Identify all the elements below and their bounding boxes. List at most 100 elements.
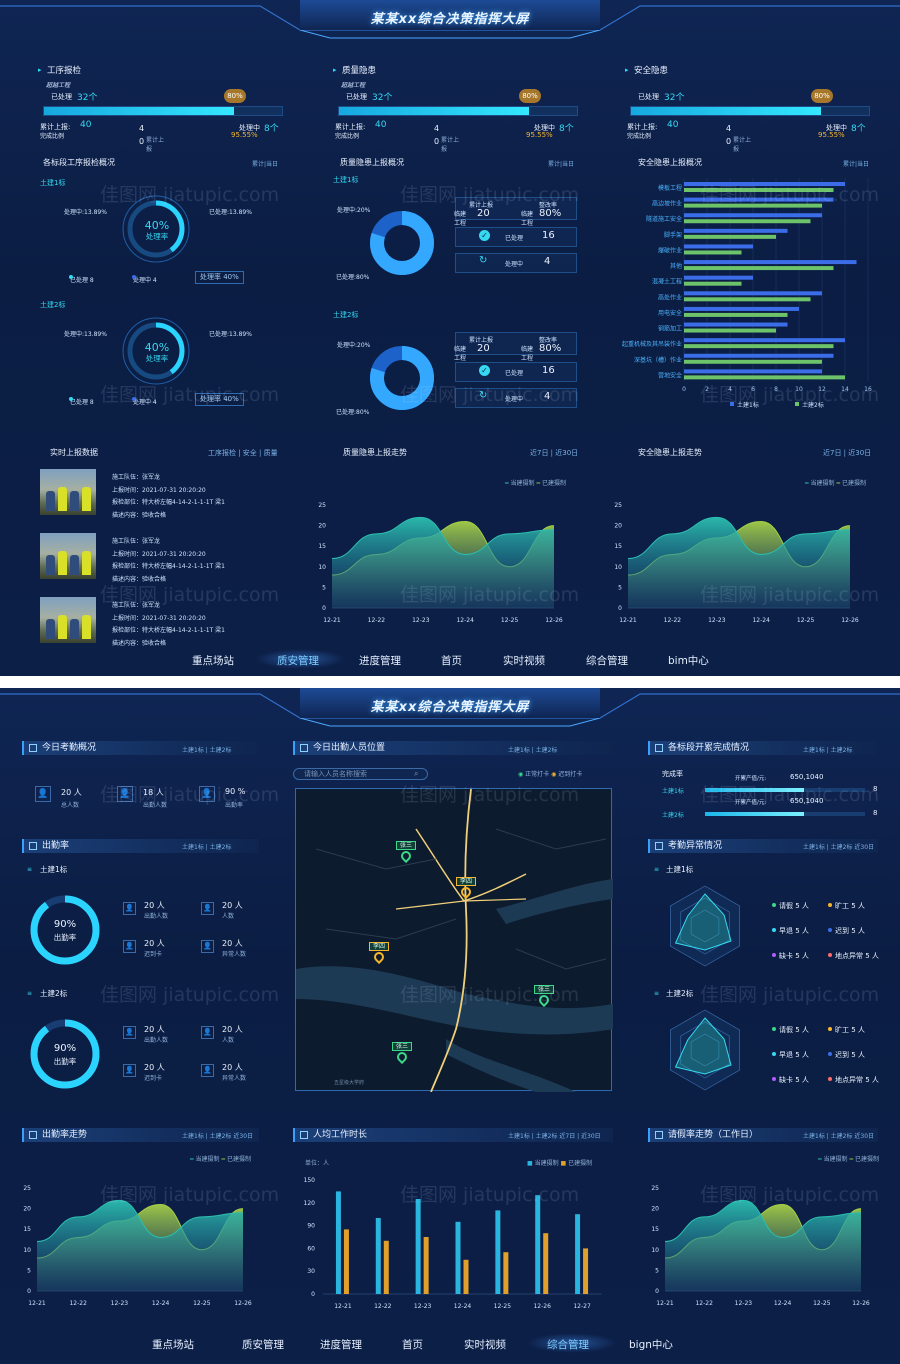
sub-label: 临建工程 bbox=[521, 346, 534, 362]
nav-item-4[interactable]: 实时视频 bbox=[503, 655, 545, 667]
line-series-1 bbox=[627, 516, 851, 560]
y-tick: 5 bbox=[655, 1267, 659, 1274]
ring-fill bbox=[370, 346, 434, 410]
sub-label: 临建工程 bbox=[454, 211, 467, 227]
category-label: 营地安全 bbox=[658, 371, 682, 379]
y-tick: 0 bbox=[618, 605, 622, 612]
progress-bar bbox=[338, 106, 578, 116]
nav-item-6[interactable]: bim中心 bbox=[668, 655, 709, 667]
nav-item-1[interactable]: 质安管理 bbox=[242, 1339, 284, 1351]
done-label: 已处理 bbox=[346, 93, 367, 101]
info-card bbox=[455, 388, 577, 408]
panel-tab[interactable]: 累计|当日 bbox=[252, 161, 279, 168]
rate-pill: 处理率 40% bbox=[195, 271, 244, 284]
info-card bbox=[455, 197, 577, 220]
radar-grid bbox=[690, 1033, 720, 1067]
y-tick: 25 bbox=[651, 1185, 659, 1192]
x-tick: 12-26 bbox=[852, 1300, 870, 1307]
legend-swatch bbox=[730, 402, 734, 406]
percent-pin: 80% bbox=[811, 89, 833, 103]
quality-ring bbox=[370, 211, 434, 275]
chart-legend: ━ 当建摄制 ━ 已建摄制 bbox=[805, 480, 867, 487]
search-icon[interactable]: ⌕ bbox=[414, 769, 419, 778]
nav-item-3[interactable]: 首页 bbox=[402, 1339, 423, 1351]
user-icon: 👤 bbox=[201, 940, 214, 953]
user-icon: 👤 bbox=[123, 1026, 136, 1039]
panel-tab[interactable]: 土建1标 | 土建2标 bbox=[803, 747, 853, 754]
panel-title: 安全隐患上报概况 bbox=[638, 158, 702, 167]
zero-num: 0 bbox=[726, 137, 732, 146]
cell-label: 异常人数 bbox=[222, 1075, 247, 1082]
pending-num: 4 bbox=[434, 124, 440, 133]
panel-tab[interactable]: 土建1标 | 土建2标 近30日 bbox=[803, 844, 875, 851]
panel-tab[interactable]: 工序报检 | 安全 | 质量 bbox=[208, 449, 278, 457]
report-desc: 描述内容：验收合格 bbox=[112, 639, 167, 647]
nav-item-6[interactable]: bign中心 bbox=[629, 1339, 673, 1351]
ring-percent: 40% bbox=[144, 341, 170, 354]
panel-tab[interactable]: 近7日 | 近30日 bbox=[823, 449, 872, 457]
map-marker-label[interactable]: 张三 bbox=[392, 1042, 412, 1051]
y-tick: 10 bbox=[23, 1247, 31, 1254]
header-frame bbox=[0, 688, 900, 727]
ring-fill bbox=[370, 211, 434, 275]
area-series-1 bbox=[628, 517, 850, 608]
panel-tab[interactable]: 土建1标 | 土建2标 bbox=[182, 844, 232, 851]
dot-icon bbox=[132, 275, 136, 279]
report-time: 上报时间：2021-07-31 20:20:20 bbox=[112, 486, 206, 494]
cell-value: 20 人 bbox=[144, 1025, 165, 1034]
chart-legend: ━ 当建摄制 ━ 已建摄制 bbox=[505, 480, 567, 487]
nav-item-1[interactable]: 质安管理 bbox=[277, 655, 319, 667]
panel-header: 人均工作时长 bbox=[293, 1128, 613, 1142]
block-name: 土建2标 bbox=[40, 989, 68, 998]
row-end: 8 bbox=[873, 785, 878, 793]
panel-tab[interactable]: 累计|当日 bbox=[548, 161, 575, 168]
row-value: 650,1040 bbox=[790, 773, 824, 781]
panel-tab[interactable]: 土建1标 | 土建2标 近7日 | 近30日 bbox=[508, 1133, 601, 1140]
progress-bar bbox=[630, 106, 870, 116]
nav-item-2[interactable]: 进度管理 bbox=[320, 1339, 362, 1351]
divider bbox=[0, 676, 900, 688]
report-team: 施工队伍：张军龙 bbox=[112, 474, 161, 481]
bar-series-2 bbox=[684, 359, 822, 364]
map-marker-label[interactable]: 李四 bbox=[456, 877, 476, 886]
ring-fill bbox=[30, 895, 100, 965]
location-map[interactable]: 张三 李四 李四 张三 张三 五星级大学府 bbox=[295, 788, 613, 1093]
x-tick: 12-23 bbox=[708, 617, 726, 624]
x-tick: 12-22 bbox=[695, 1300, 713, 1307]
cell-label: 迟到卡 bbox=[144, 1075, 163, 1082]
panel-tab[interactable]: 土建1标 | 土建2标 近30日 bbox=[803, 1133, 875, 1140]
bar-series-2 bbox=[684, 281, 742, 286]
nav-item-5[interactable]: 综合管理 bbox=[547, 1339, 589, 1351]
section-arrow-icon: ▸ bbox=[625, 66, 629, 74]
report-desc: 描述内容：验收合格 bbox=[112, 511, 167, 519]
nav-item-4[interactable]: 实时视频 bbox=[464, 1339, 506, 1351]
panel-tab[interactable]: 土建1标 | 土建2标 bbox=[182, 747, 232, 754]
nav-item-0[interactable]: 重点场站 bbox=[192, 655, 234, 667]
nav-item-2[interactable]: 进度管理 bbox=[359, 655, 401, 667]
line-series-1 bbox=[331, 516, 555, 560]
bar-series-1 bbox=[684, 322, 788, 327]
map-marker-label[interactable]: 张三 bbox=[534, 985, 554, 994]
bar-series-1 bbox=[684, 338, 845, 343]
x-tick: 8 bbox=[774, 386, 778, 393]
map-marker-label[interactable]: 张三 bbox=[396, 841, 416, 850]
y-tick: 20 bbox=[318, 523, 326, 530]
y-tick: 10 bbox=[318, 564, 326, 571]
rate-pill: 处理率 40% bbox=[195, 393, 244, 406]
nav-item-5[interactable]: 综合管理 bbox=[586, 655, 628, 667]
x-tick: 2 bbox=[705, 386, 709, 393]
block-name: 土建1标 bbox=[40, 865, 68, 874]
nav-item-3[interactable]: 首页 bbox=[441, 655, 462, 667]
panel-tab[interactable]: 累计|当日 bbox=[843, 161, 870, 168]
panel-tab[interactable]: 土建1标 | 土建2标 近30日 bbox=[182, 1133, 254, 1140]
map-marker-label[interactable]: 李四 bbox=[369, 942, 389, 951]
panel-tab[interactable]: 近7日 | 近30日 bbox=[530, 449, 579, 457]
x-tick: 12-26 bbox=[545, 617, 563, 624]
nav-highlight bbox=[527, 1333, 617, 1353]
x-tick: 12-25 bbox=[193, 1300, 211, 1307]
panel-tab[interactable]: 土建1标 | 土建2标 bbox=[508, 747, 558, 754]
search-input[interactable]: 请输入人员名称搜索 bbox=[293, 768, 428, 780]
nav-item-0[interactable]: 重点场站 bbox=[152, 1339, 194, 1351]
refresh-icon: ↻ bbox=[479, 255, 488, 266]
bar-series-2 bbox=[684, 328, 776, 333]
